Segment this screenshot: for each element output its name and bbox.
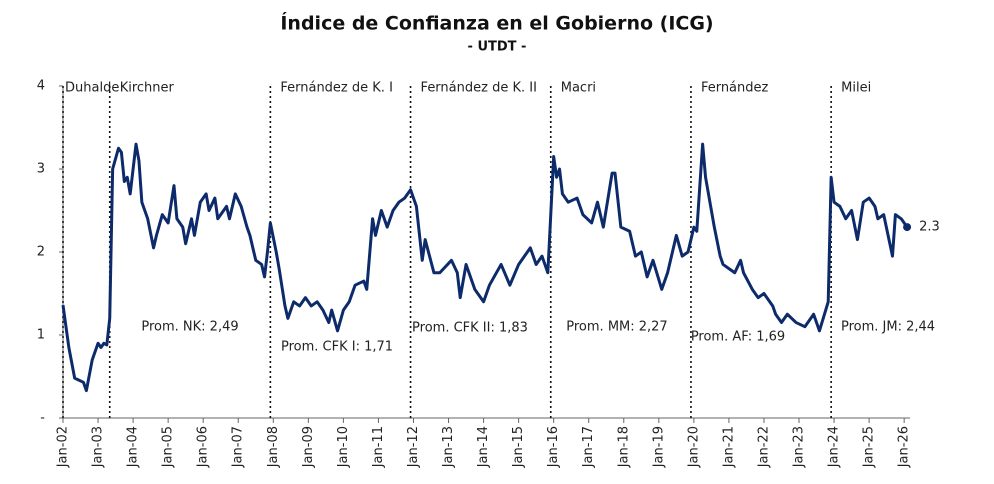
x-tick-label: Jan-17 [581, 426, 596, 468]
period-name: Duhalde [65, 81, 119, 96]
x-tick-label: Jan-06 [196, 426, 211, 468]
period-average: Prom. MM: 2,27 [566, 320, 667, 335]
x-tick-label: Jan-04 [126, 426, 141, 468]
x-tick-label: Jan-21 [721, 426, 736, 468]
period-name: Fernández [701, 81, 769, 96]
x-tick-label: Jan-18 [616, 426, 631, 468]
x-tick-label: Jan-22 [756, 426, 771, 468]
y-tick-label: 2 [37, 245, 45, 260]
x-tick-label: Jan-23 [792, 426, 807, 468]
y-tick-label: - [40, 411, 45, 426]
period-name: Macri [561, 81, 596, 96]
x-tick-label: Jan-11 [371, 426, 386, 468]
x-tick-label: Jan-10 [336, 426, 351, 468]
x-tick-label: Jan-08 [266, 426, 281, 468]
period-average: Prom. NK: 2,49 [141, 320, 238, 335]
end-value-label: 2.3 [919, 220, 940, 235]
data-line [61, 142, 909, 393]
x-tick-label: Jan-05 [161, 426, 176, 468]
period-average: Prom. AF: 1,69 [691, 330, 785, 345]
y-tick-label: 3 [37, 162, 45, 177]
period-average: Prom. CFK II: 1,83 [412, 321, 528, 336]
period-name: Milei [841, 81, 871, 96]
x-tick-label: Jan-15 [511, 426, 526, 468]
x-tick-label: Jan-09 [301, 426, 316, 468]
end-point [903, 223, 912, 232]
period-average: Prom. CFK I: 1,71 [281, 340, 393, 355]
period-name: Fernández de K. I [280, 81, 393, 96]
y-tick-label: 1 [37, 328, 45, 343]
period-average: Prom. JM: 2,44 [841, 320, 935, 335]
x-tick-label: Jan-25 [862, 426, 877, 468]
chart-title: Índice de Confianza en el Gobierno (ICG) [280, 12, 713, 35]
period-name: Fernández de K. II [421, 81, 537, 96]
x-tick-label: Jan-24 [827, 426, 842, 468]
y-tick-label: 4 [37, 79, 45, 94]
x-tick-label: Jan-12 [406, 426, 421, 468]
x-tick-label: Jan-13 [441, 426, 456, 468]
x-tick-label: Jan-07 [231, 426, 246, 468]
x-tick-label: Jan-14 [476, 426, 491, 468]
x-tick-label: Jan-16 [546, 426, 561, 468]
chart-subtitle: - UTDT - [468, 40, 527, 55]
x-tick-label: Jan-03 [91, 426, 106, 468]
period-name: Kirchner [120, 81, 175, 96]
x-tick-label: Jan-02 [56, 426, 71, 468]
x-tick-label: Jan-20 [686, 426, 701, 468]
x-tick-label: Jan-26 [897, 426, 912, 468]
x-tick-label: Jan-19 [651, 426, 666, 468]
